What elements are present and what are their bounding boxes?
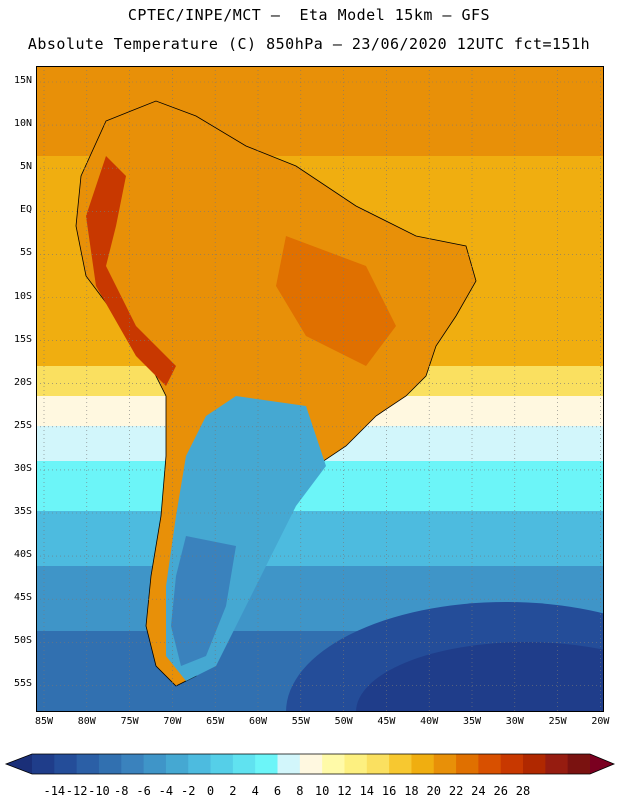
colorbar-label: 20 bbox=[426, 784, 441, 798]
colorbar-label: 28 bbox=[515, 784, 531, 798]
colorbar-label: -10 bbox=[88, 784, 110, 798]
colorbar-label: 8 bbox=[296, 784, 304, 798]
colorbar-swatch bbox=[500, 754, 524, 774]
colorbar-swatch bbox=[567, 754, 591, 774]
lon-label: 20W bbox=[591, 716, 610, 727]
colorbar-label: -4 bbox=[158, 784, 174, 798]
colorbar-over-arrow bbox=[590, 754, 614, 774]
lon-label: 35W bbox=[462, 716, 482, 727]
colorbar-label: 18 bbox=[404, 784, 419, 798]
colorbar-label: -8 bbox=[114, 784, 129, 798]
colorbar-label: -2 bbox=[181, 784, 196, 798]
colorbar-swatch bbox=[411, 754, 435, 774]
colorbar-label: 6 bbox=[273, 784, 282, 798]
colorbar-label: 14 bbox=[359, 784, 375, 798]
lat-label: 15N bbox=[13, 75, 32, 86]
colorbar-label: 16 bbox=[381, 784, 397, 798]
chart-title-line1: CPTEC/INPE/MCT – Eta Model 15km – GFS bbox=[127, 6, 491, 24]
colorbar-label: -14 bbox=[43, 784, 66, 798]
colorbar-frame bbox=[4, 753, 616, 775]
lon-label: 85W bbox=[34, 716, 54, 727]
colorbar-swatch bbox=[121, 754, 145, 774]
lat-label: 30S bbox=[13, 462, 32, 474]
lat-label: 5S bbox=[19, 247, 32, 259]
lon-label: 30W bbox=[505, 716, 524, 727]
cool-band-3 bbox=[36, 511, 604, 571]
lat-lon-grid bbox=[36, 66, 604, 712]
colorbar-label: -12 bbox=[65, 784, 88, 798]
temperature-map bbox=[36, 66, 604, 712]
colorbar-swatch bbox=[322, 754, 345, 774]
lat-label: 35S bbox=[13, 506, 32, 517]
colorbar-swatch bbox=[478, 754, 502, 774]
colorbar-label: -6 bbox=[136, 784, 151, 798]
colorbar-swatch bbox=[366, 754, 390, 774]
colorbar-swatch bbox=[32, 754, 55, 774]
colorbar-swatch bbox=[232, 754, 256, 774]
colorbar-swatch bbox=[98, 754, 122, 774]
colorbar-swatch bbox=[523, 754, 546, 774]
colorbar-under-arrow bbox=[6, 754, 32, 774]
lat-label: 50S bbox=[13, 635, 32, 647]
lon-label: 70W bbox=[163, 716, 182, 727]
colorbar-swatch bbox=[210, 754, 234, 774]
lat-label: 55S bbox=[13, 678, 32, 690]
colorbar-label: 10 bbox=[314, 784, 330, 798]
colorbar-swatch bbox=[54, 754, 78, 774]
chart-title-line2: Absolute Temperature (C) 850hPa – 23/06/… bbox=[27, 35, 591, 53]
colorbar-swatch bbox=[433, 754, 457, 774]
colorbar-label: 26 bbox=[493, 784, 508, 798]
colorbar-label: 24 bbox=[471, 784, 486, 798]
map-frame bbox=[36, 66, 604, 712]
colorbar-swatch bbox=[389, 754, 412, 774]
lon-label: 45W bbox=[377, 716, 396, 727]
lon-label: 75W bbox=[120, 716, 139, 727]
andes-hot bbox=[86, 156, 176, 386]
lat-label: 25S bbox=[13, 419, 32, 431]
cold-core-southeast bbox=[356, 642, 604, 712]
lat-label: 15S bbox=[13, 333, 32, 345]
lat-label: 5N bbox=[19, 161, 32, 173]
colorbar-swatch bbox=[255, 754, 279, 774]
lat-label: 10S bbox=[13, 290, 32, 302]
colorbar bbox=[4, 753, 616, 775]
lon-label: 55W bbox=[291, 716, 310, 727]
lon-label: 80W bbox=[77, 716, 96, 727]
lon-label: 65W bbox=[206, 716, 225, 727]
colorbar-swatch bbox=[277, 754, 301, 774]
colorbar-label: 4 bbox=[251, 784, 259, 798]
colorbar-swatch bbox=[143, 754, 167, 774]
southern-cone-cold bbox=[171, 536, 236, 666]
colorbar-label: 12 bbox=[337, 784, 352, 798]
colorbar-swatch bbox=[545, 754, 569, 774]
lat-label: EQ bbox=[19, 204, 32, 216]
lat-label: 20S bbox=[13, 376, 32, 388]
colorbar-swatch bbox=[188, 754, 212, 774]
brazil-plateau bbox=[276, 236, 396, 366]
colorbar-label: 0 bbox=[206, 784, 215, 798]
lat-label: 45S bbox=[13, 592, 32, 604]
lon-label: 25W bbox=[548, 716, 567, 727]
colorbar-swatch bbox=[165, 754, 189, 774]
lon-label: 50W bbox=[334, 716, 353, 727]
colorbar-swatch bbox=[344, 754, 368, 774]
colorbar-swatch bbox=[456, 754, 479, 774]
colorbar-label: 2 bbox=[229, 784, 237, 798]
lon-label: 60W bbox=[248, 716, 268, 727]
colorbar-swatch bbox=[76, 754, 100, 774]
lat-label: 40S bbox=[13, 549, 32, 561]
colorbar-swatch bbox=[299, 754, 323, 774]
lon-label: 40W bbox=[420, 716, 439, 727]
lat-label: 10N bbox=[13, 118, 32, 130]
colorbar-label: 22 bbox=[448, 784, 464, 798]
